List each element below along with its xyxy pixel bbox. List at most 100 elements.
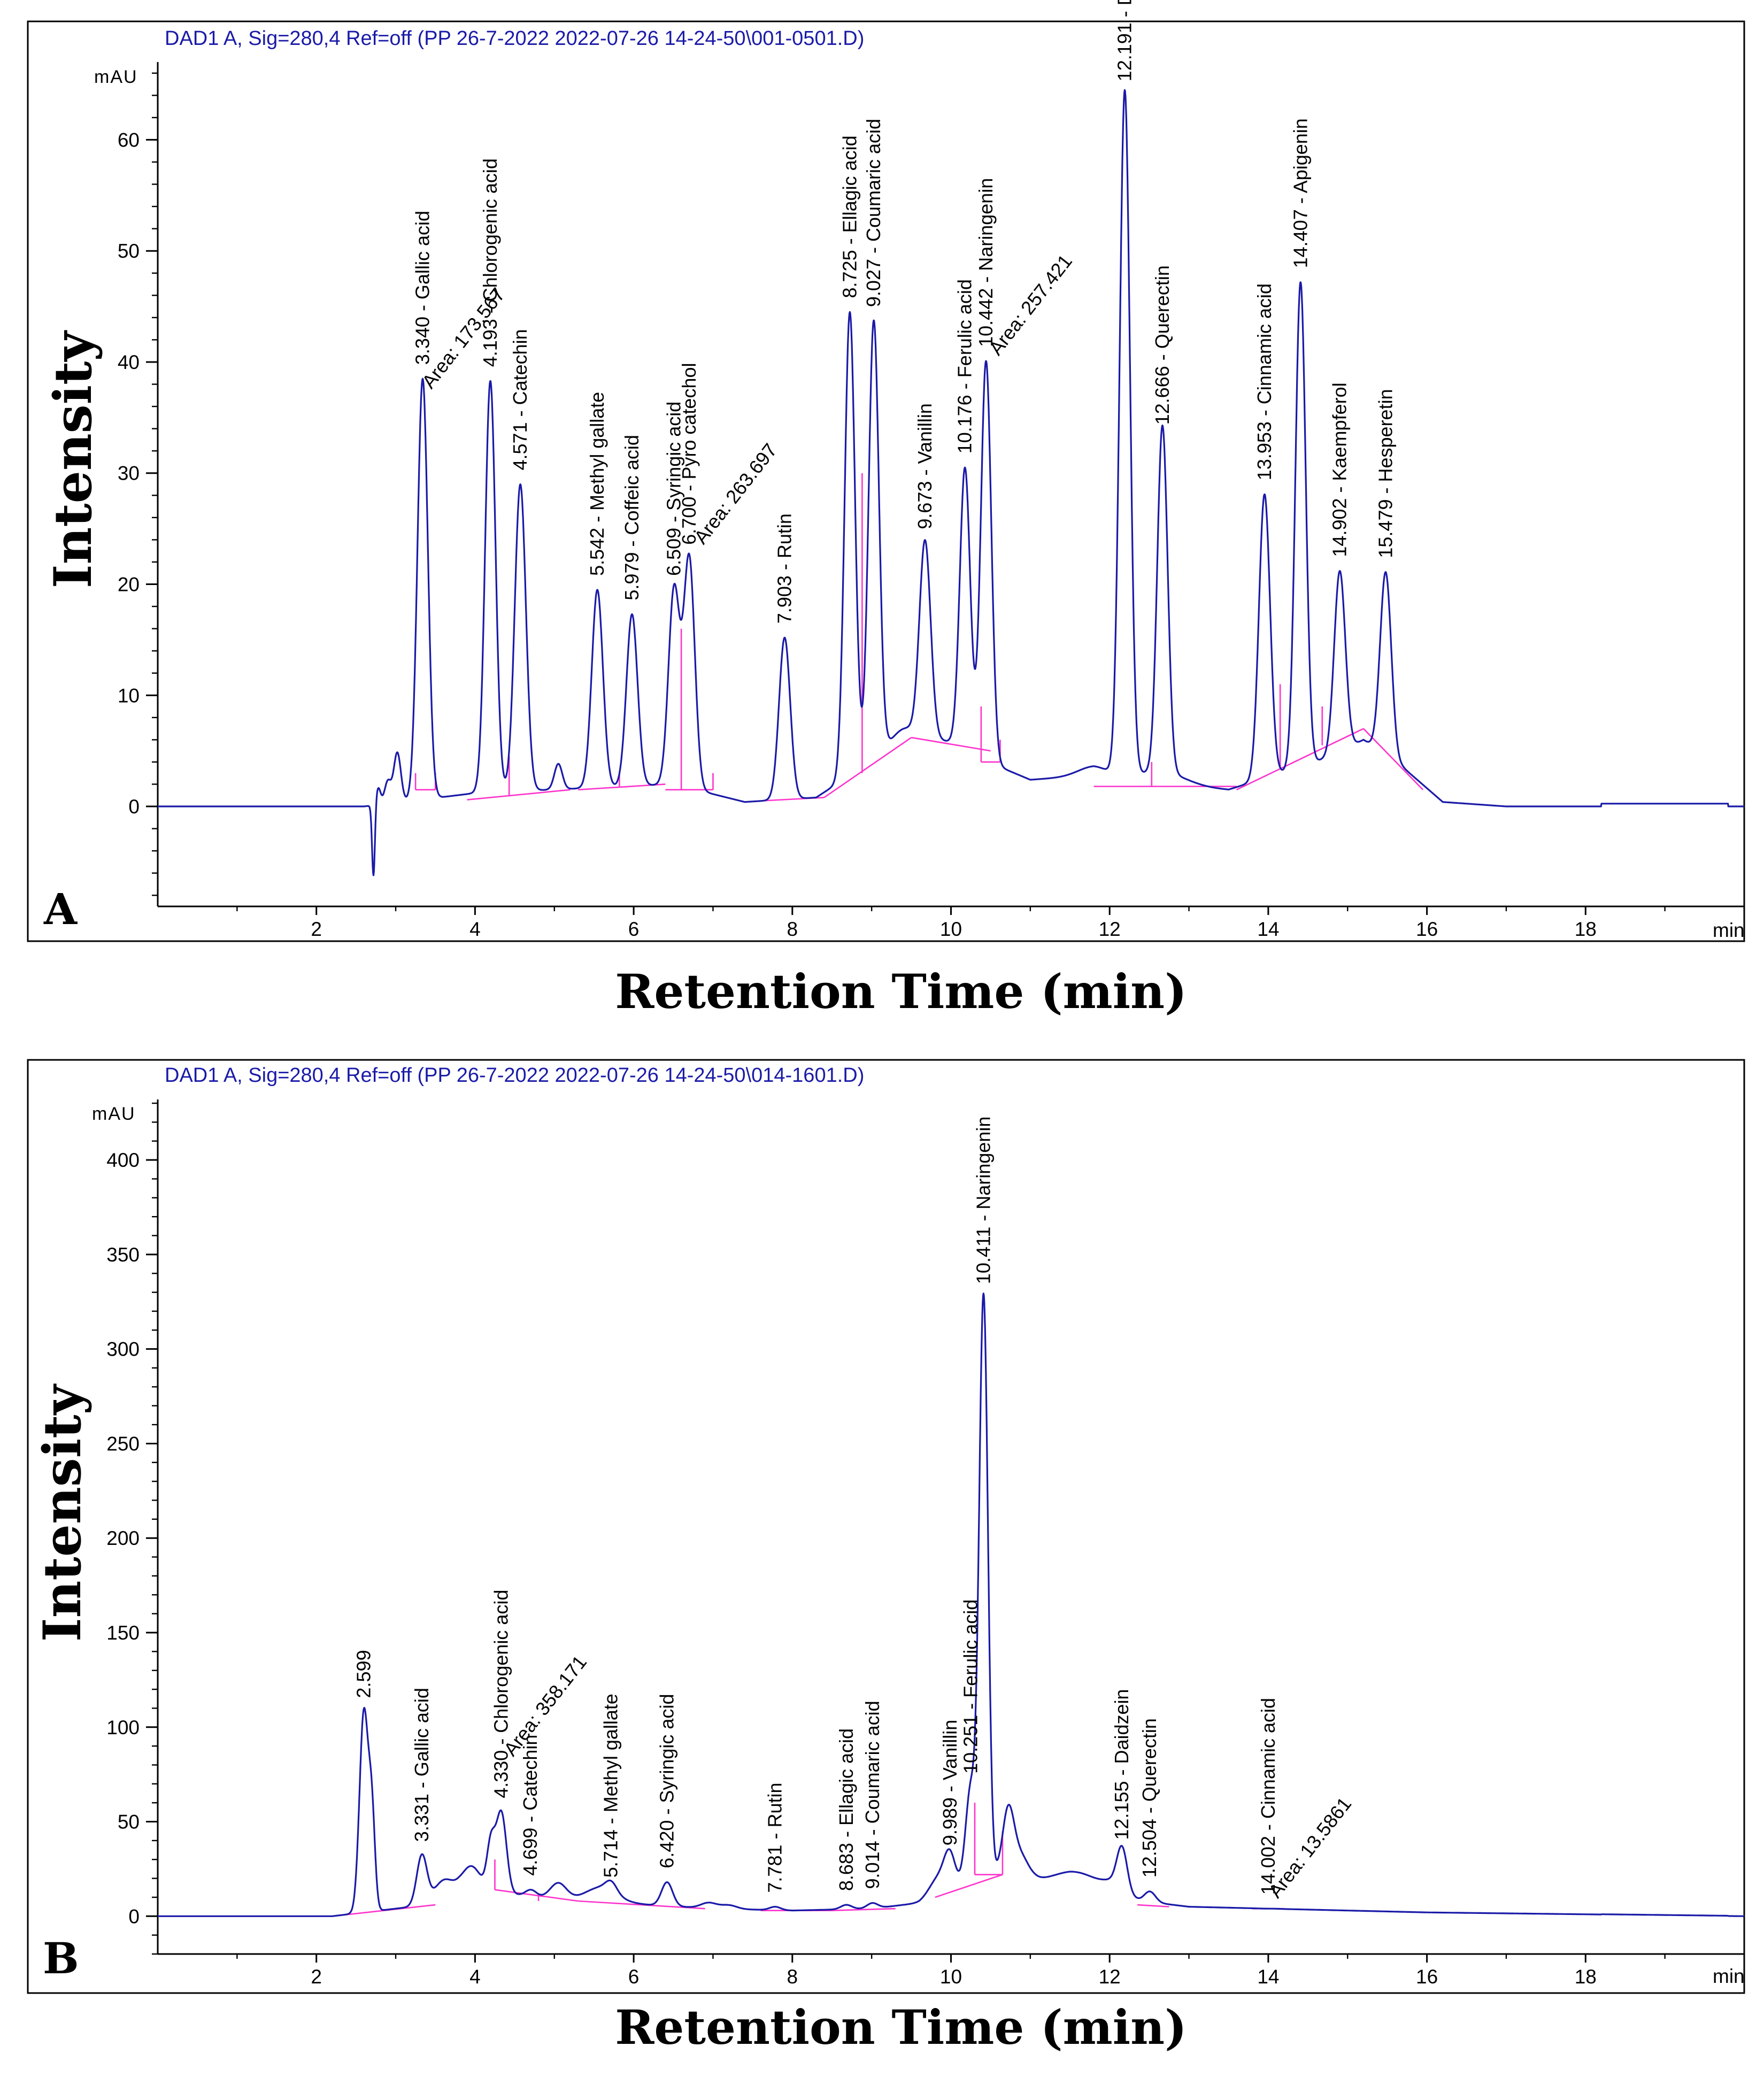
y-tick-label: 30 (118, 463, 140, 484)
peak-label: 5.542 - Methyl gallate (586, 392, 608, 576)
y-tick-label: 250 (106, 1433, 140, 1455)
peak-label: 4.571 - Catechin (509, 329, 531, 470)
area-annotation: Area: 358.171 (499, 1651, 591, 1760)
panel-b-letter: B (43, 1933, 79, 1983)
integration-baseline (935, 1874, 1003, 1898)
y-tick-label: 150 (106, 1622, 140, 1644)
y-tick-label: 50 (118, 240, 140, 262)
area-annotation: Area: 263.697 (690, 439, 782, 548)
integration-baseline (831, 1907, 896, 1911)
x-tick-label: 18 (1575, 918, 1597, 940)
integration-baseline (495, 1889, 579, 1902)
panel-b-y-axis-title: Intensity (32, 1383, 93, 1642)
panel-a-chromatogram-trace (157, 89, 1745, 876)
peak-label: 15.479 - Hesperetin (1374, 389, 1396, 558)
x-tick-label: 16 (1416, 918, 1438, 940)
peak-label: 7.903 - Rutin (773, 513, 795, 624)
y-tick-label: 350 (106, 1244, 140, 1266)
peak-label: 3.331 - Gallic acid (411, 1688, 433, 1842)
peak-label: 10.442 - Naringenin (975, 178, 997, 347)
peak-label: 4.193 - Chlorogenic acid (479, 158, 501, 367)
x-tick-label: 6 (628, 1966, 640, 1988)
x-tick-label: 4 (469, 1966, 481, 1988)
y-tick-label: 100 (106, 1717, 140, 1738)
peak-label: 9.014 - Coumaric acid (861, 1701, 883, 1889)
peak-label: 12.504 - Querectin (1138, 1718, 1160, 1878)
y-tick-label: 200 (106, 1527, 140, 1549)
panel-a-header: DAD1 A, Sig=280,4 Ref=off (PP 26-7-2022 … (165, 27, 864, 50)
y-tick-label: 40 (118, 351, 140, 373)
panel-a-x-axis-title: Retention Time (min) (615, 964, 1187, 1019)
x-tick-label: 6 (628, 918, 640, 940)
panel-b-header: DAD1 A, Sig=280,4 Ref=off (PP 26-7-2022 … (165, 1064, 864, 1087)
integration-baseline (823, 737, 912, 798)
x-tick-label: 18 (1575, 1966, 1597, 1988)
panel-a-y-axis-title: Intensity (43, 330, 103, 589)
x-tick-label: 8 (787, 1966, 798, 1988)
x-tick-label: 2 (311, 1966, 322, 1988)
peak-label: 9.027 - Coumaric acid (862, 119, 884, 307)
integration-baseline (1362, 728, 1424, 790)
x-tick-label: 10 (940, 1966, 962, 1988)
integration-baseline (467, 789, 571, 801)
x-tick-label: 2 (311, 918, 322, 940)
x-tick-label: 10 (940, 918, 962, 940)
peak-label: 6.509 - Syringic acid (663, 402, 685, 576)
y-tick-label: 300 (106, 1338, 140, 1360)
peak-label: 6.420 - Syringic acid (656, 1694, 677, 1868)
x-tick-label: 16 (1416, 1966, 1438, 1988)
peak-label: 4.330 - Chlorogenic acid (490, 1590, 512, 1798)
y-tick-label: 50 (118, 1811, 140, 1833)
panel-b-frame (27, 1059, 1745, 1994)
panel-b-x-axis-title: Retention Time (min) (615, 1999, 1187, 2055)
peak-label: 13.953 - Cinnamic acid (1253, 283, 1275, 480)
panel-b-unit-label: mAU (92, 1104, 136, 1124)
peak-label: 2.599 (353, 1650, 375, 1698)
panel-a-x-unit: min (1713, 919, 1745, 941)
x-tick-label: 8 (787, 918, 798, 940)
x-tick-label: 14 (1257, 1966, 1279, 1988)
peak-label: 14.407 - Apigenin (1289, 118, 1311, 268)
integration-baseline (1137, 1904, 1169, 1907)
y-tick-label: 20 (118, 573, 140, 595)
peak-label: 12.191 - Daidzein (1114, 0, 1136, 81)
x-tick-label: 12 (1099, 1966, 1121, 1988)
peak-label: 7.781 - Rutin (764, 1782, 785, 1893)
panel-a-peak-labels: 3.340 - Gallic acid 4.193 - Chlorogenic a… (412, 0, 1397, 624)
panel-b-ticks: 2 4 6 8 10 12 14 16 18 0 50 100 150 200 250 300 350 400 (106, 1102, 1666, 1988)
integration-baseline (911, 736, 991, 752)
integration-baseline (1236, 728, 1364, 791)
y-tick-label: 10 (118, 684, 140, 706)
x-tick-label: 14 (1257, 918, 1279, 940)
peak-label: 8.725 - Ellagic acid (838, 135, 860, 298)
peak-label: 10.176 - Ferulic acid (954, 279, 976, 453)
y-tick-label: 60 (118, 129, 140, 151)
peak-label: 12.155 - Daidzein (1111, 1689, 1133, 1840)
panel-a-frame (27, 20, 1745, 942)
x-tick-label: 12 (1099, 918, 1121, 940)
peak-label: 4.699 - Catechin (519, 1735, 541, 1876)
panel-a-letter: A (43, 884, 78, 934)
peak-label: 5.714 - Methyl gallate (600, 1694, 622, 1878)
panel-b-x-unit: min (1713, 1965, 1745, 1987)
peak-label: 10.411 - Naringenin (973, 1117, 995, 1284)
panel-a-unit-label: mAU (94, 67, 138, 87)
panel-b: DAD1 A, Sig=280,4 Ref=off (PP 26-7-2022 … (27, 1059, 1745, 2055)
area-annotation: Area: 257.421 (984, 250, 1076, 359)
panel-a-ticks: 2 4 6 8 10 12 14 16 18 0 10 20 30 40 50 60 (118, 72, 1666, 940)
y-tick-label: 0 (128, 1905, 140, 1927)
y-tick-label: 0 (128, 796, 140, 818)
peak-label: 3.340 - Gallic acid (412, 211, 434, 365)
peak-label: 9.989 - Vanillin (939, 1720, 961, 1845)
panel-b-peak-labels: 2.599 3.331 - Gallic acid 4.330 - Chloroge… (353, 1117, 1356, 1902)
peak-label: 8.683 - Ellagic acid (835, 1728, 857, 1891)
peak-label: 10.251 - Ferulic acid (960, 1599, 982, 1774)
peak-label: 14.902 - Kaempferol (1329, 382, 1351, 557)
x-tick-label: 4 (469, 918, 481, 940)
panel-a: DAD1 A, Sig=280,4 Ref=off (PP 26-7-2022 … (27, 0, 1745, 1019)
peak-label: 5.979 - Coffeic acid (621, 435, 643, 601)
peak-label: 12.666 - Querectin (1151, 265, 1173, 425)
panel-b-chromatogram-trace (157, 1293, 1745, 1917)
peak-label: 9.673 - Vanillin (914, 403, 936, 529)
